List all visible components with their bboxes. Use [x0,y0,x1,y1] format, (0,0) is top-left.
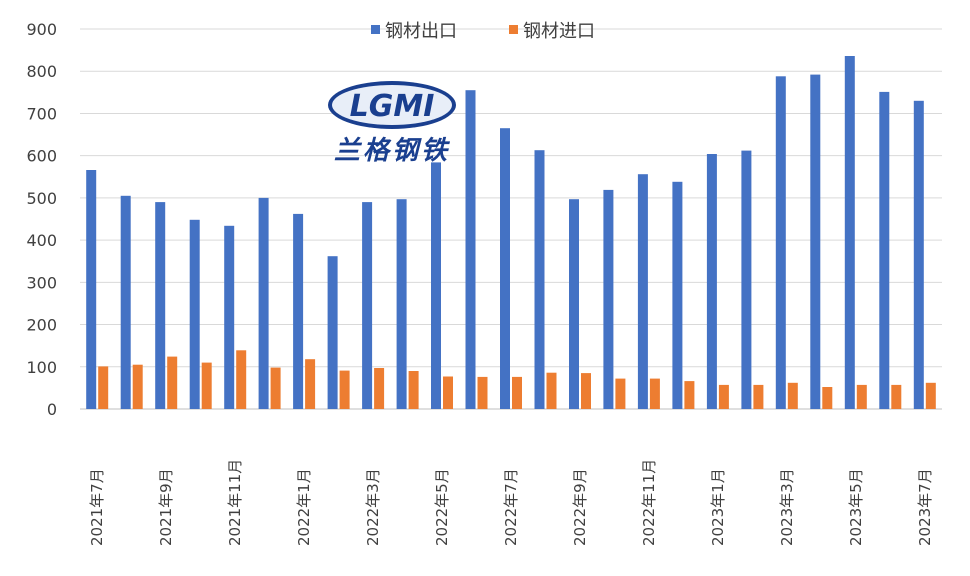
bar-import-12 [512,376,522,409]
bar-export-5 [258,197,269,409]
bar-import-10 [443,376,453,409]
bar-import-6 [305,359,316,409]
bar-export-1 [120,195,131,409]
bar-export-23 [879,91,890,410]
x-tick-label: 2022年9月 [571,468,589,546]
y-tick-label: 300 [26,273,57,292]
x-tick-label: 2023年7月 [916,468,934,546]
bar-import-23 [891,384,902,409]
y-axis-tick-labels: 0 100 200 300 400 500 600 700 800 900 [26,20,57,419]
x-tick-label: 2022年7月 [502,468,520,546]
lgmi-logo: LGMI 兰格钢铁 [328,81,456,166]
bar-export-8 [362,202,373,409]
legend: 钢材出口 钢材进口 [371,21,595,42]
bar-export-3 [189,219,200,409]
bar-import-14 [581,373,591,409]
bar-import-17 [684,381,695,409]
x-tick-label: 2021年7月 [88,468,106,546]
x-tick-label: 2023年3月 [778,468,796,546]
bar-import-11 [477,376,488,409]
bar-export-4 [224,225,235,409]
y-tick-label: 200 [26,316,57,335]
x-axis-tick-labels: 2021年7月 2021年9月 2021年11月 2022年1月 2022年3月 2022… [88,459,934,546]
bar-export-0 [86,170,97,409]
bar-export-13 [534,150,545,409]
x-tick-label: 2022年11月 [640,459,658,546]
bar-import-1 [132,364,143,409]
bar-export-6 [293,213,304,409]
bar-export-17 [672,181,683,409]
bar-export-11 [465,90,476,409]
x-tick-label: 2022年5月 [433,468,451,546]
legend-label-import: 钢材进口 [523,21,595,42]
bar-import-7 [339,370,350,409]
bar-export-18 [706,154,717,409]
bar-import-2 [167,356,178,409]
bar-export-9 [396,199,407,409]
x-tick-label: 2021年9月 [157,468,175,546]
y-tick-label: 900 [26,20,57,39]
logo-oval-inner [332,85,452,125]
x-tick-label: 2021年11月 [226,459,244,546]
bar-export-20 [775,76,786,410]
bar-export-22 [844,56,855,409]
bar-export-10 [431,162,441,409]
bar-import-22 [856,384,867,409]
x-tick-label: 2022年1月 [295,468,313,546]
legend-label-export: 钢材出口 [385,21,457,42]
x-tick-label: 2023年5月 [847,468,865,546]
y-tick-label: 600 [26,147,57,166]
bar-import-0 [98,366,109,409]
bar-import-24 [925,382,936,409]
bars [86,56,936,410]
bar-export-12 [500,128,510,409]
bar-export-21 [810,74,821,409]
bar-import-15 [615,378,626,409]
bar-import-3 [201,362,212,409]
bar-import-16 [649,378,660,409]
x-tick-label: 2023年1月 [709,468,727,546]
bar-import-5 [270,367,281,409]
bar-import-21 [822,387,833,409]
bar-export-16 [637,174,648,409]
bar-export-19 [741,150,752,409]
x-tick-label: 2022年3月 [364,468,382,546]
bar-import-4 [236,350,247,409]
bar-export-14 [569,199,579,409]
y-tick-label: 700 [26,104,57,123]
bar-import-13 [546,372,557,409]
bar-export-7 [327,256,338,409]
y-tick-label: 0 [47,400,57,419]
bar-export-24 [913,100,924,410]
bar-import-18 [718,384,729,409]
bar-import-19 [753,384,764,409]
bar-export-2 [155,202,166,409]
y-tick-label: 800 [26,62,57,81]
legend-swatch-export [371,25,380,34]
logo-chinese-name: 兰格钢铁 [334,136,451,166]
y-tick-label: 500 [26,189,57,208]
y-tick-label: 100 [26,358,57,377]
bar-import-20 [787,382,798,409]
y-tick-label: 400 [26,231,57,250]
legend-swatch-import [509,25,518,34]
bar-import-9 [408,371,419,409]
logo-acronym: LGMI [350,89,435,124]
bar-import-8 [374,368,385,409]
bar-export-15 [603,189,614,409]
